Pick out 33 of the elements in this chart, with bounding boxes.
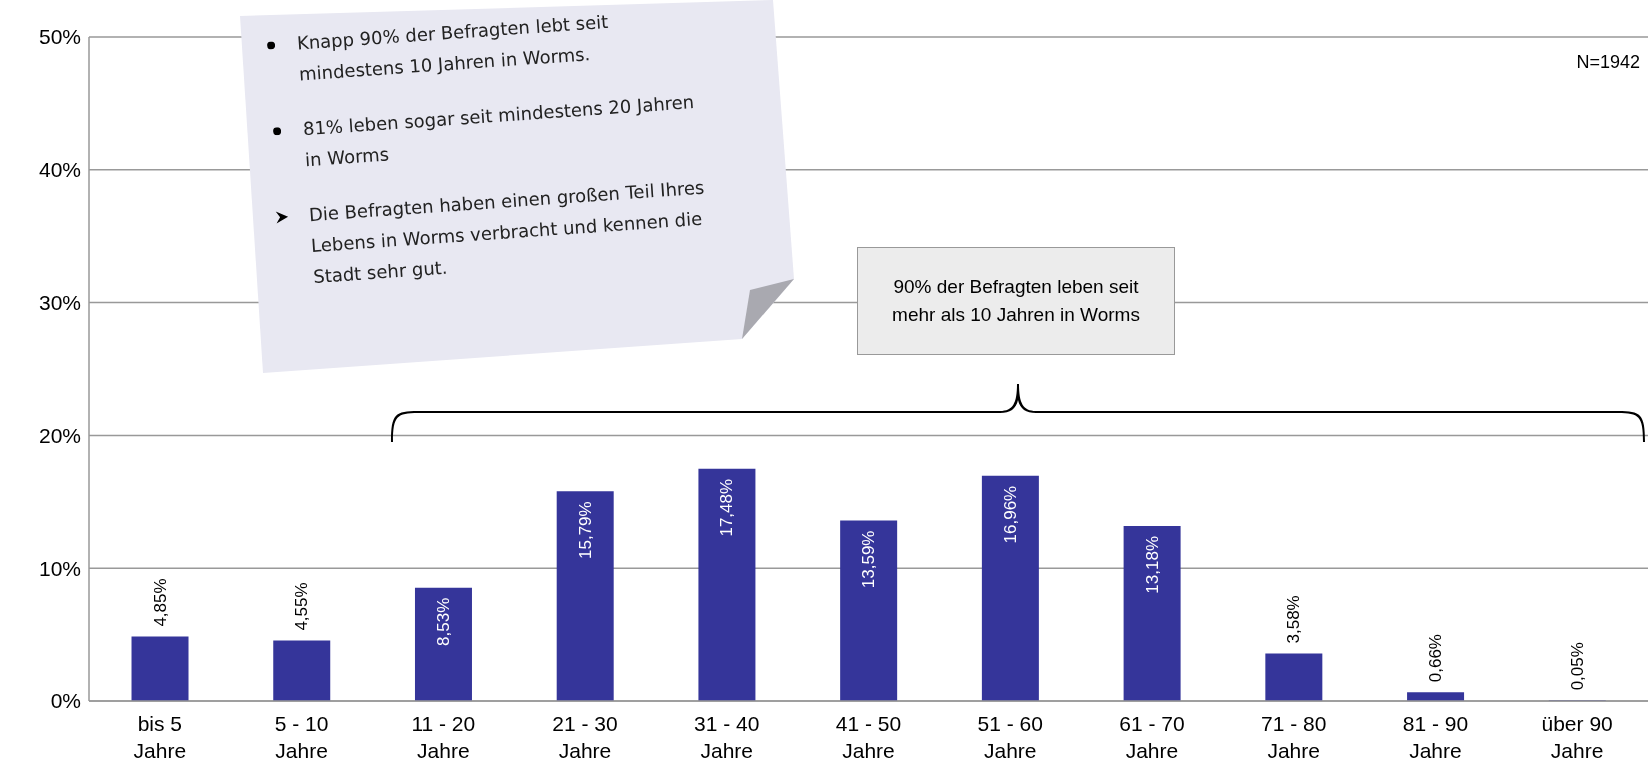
x-tick-label: 81 - 90 Jahre — [1402, 712, 1469, 762]
data-label: 0,05% — [1567, 642, 1587, 691]
data-label: 13,18% — [1142, 535, 1162, 594]
x-tick-label: 71 - 80 Jahre — [1260, 712, 1327, 762]
annotation: N=1942 — [1576, 52, 1640, 73]
data-label: 3,58% — [1284, 595, 1304, 644]
y-tick-label: 50% — [38, 25, 81, 49]
y-tick-label: 0% — [50, 689, 81, 713]
x-tick-label: 11 - 20 Jahre — [411, 712, 476, 762]
callout-box: 90% der Befragten leben seit mehr als 10 Jahren in Worms — [857, 247, 1175, 355]
data-label: 4,85% — [150, 578, 170, 627]
y-tick-label: 30% — [38, 291, 81, 315]
x-tick-label: über 90 Jahre — [1541, 712, 1613, 762]
data-label: 16,96% — [1000, 485, 1020, 544]
data-label: 13,59% — [859, 530, 879, 589]
y-tick-label: 10% — [38, 556, 81, 580]
x-tick-label: bis 5 Jahre — [133, 712, 187, 762]
x-tick-label: 51 - 60 Jahre — [977, 712, 1043, 762]
x-tick-label: 21 - 30 Jahre — [552, 712, 618, 762]
x-tick-label: 41 - 50 Jahre — [835, 712, 902, 762]
data-label: 0,66% — [1426, 634, 1446, 683]
data-label: 4,55% — [292, 582, 312, 631]
y-tick-label: 20% — [38, 423, 81, 447]
data-label: 15,79% — [575, 501, 595, 559]
data-label: 17,48% — [717, 478, 737, 537]
x-tick-label: 31 - 40 Jahre — [694, 712, 760, 762]
y-tick-label: 40% — [38, 158, 81, 182]
x-tick-label: 5 - 10 Jahre — [274, 712, 329, 762]
annotation: 81% leben sogar seit mindestens 20 Jahren in Worms — [301, 90, 696, 173]
x-tick-label: 61 - 70 Jahre — [1119, 712, 1185, 762]
annotation: Die Befragten haben einen großen Teil Ihres Lebens in Worms verbracht und kennen die Stadt sehr gut. — [307, 175, 706, 289]
annotation: Knapp 90% der Befragten lebt seit mindestens 10 Jahren in Worms. — [295, 9, 610, 87]
data-label: 8,53% — [433, 597, 453, 646]
